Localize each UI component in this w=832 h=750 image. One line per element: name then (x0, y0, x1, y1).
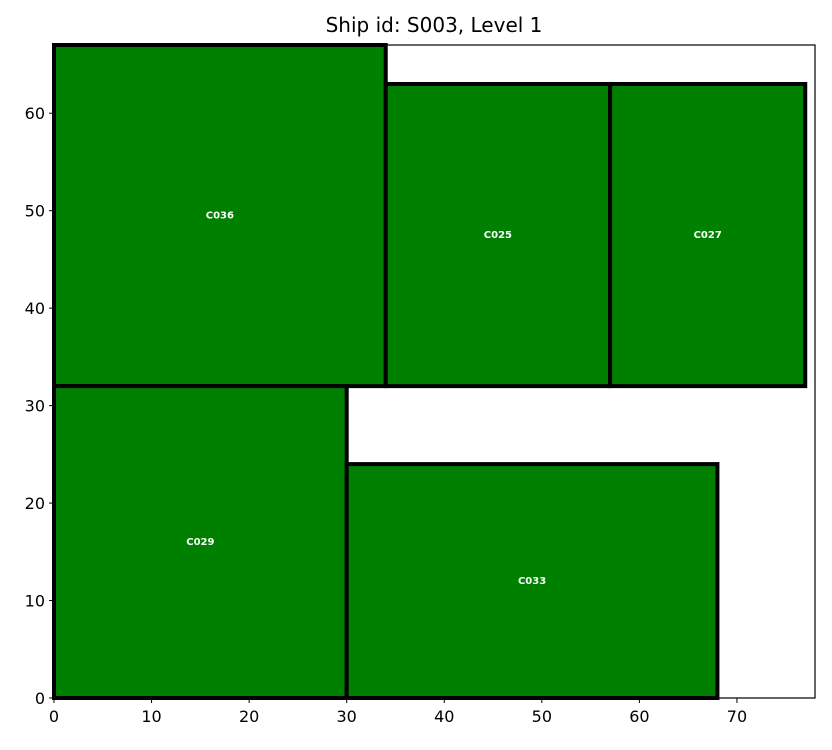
x-tick-label: 60 (629, 707, 649, 726)
container-label: C033 (518, 576, 546, 587)
y-tick-label: 40 (25, 299, 45, 318)
container-layer: C036 C025 C027 C029 C033 (52, 43, 808, 700)
x-tick-label: 50 (532, 707, 552, 726)
y-tick-label: 0 (35, 689, 45, 708)
y-tick-label: 50 (25, 202, 45, 221)
container-box (52, 384, 349, 700)
x-tick-label: 30 (337, 707, 357, 726)
x-tick-label: 40 (434, 707, 454, 726)
container-label: C025 (484, 230, 512, 241)
container-box (52, 43, 388, 389)
x-tick-label: 20 (239, 707, 259, 726)
x-tick-label: 0 (49, 707, 59, 726)
chart-title: Ship id: S003, Level 1 (326, 13, 543, 37)
container-c025: C025 (383, 81, 613, 389)
container-c029: C029 (52, 384, 349, 700)
x-tick-label: 10 (141, 707, 161, 726)
container-c033: C033 (344, 462, 720, 700)
y-axis: 0 10 20 30 40 50 60 (25, 104, 54, 708)
container-c036: C036 (52, 43, 388, 389)
y-tick-label: 30 (25, 397, 45, 416)
container-box (383, 81, 613, 389)
plot-area-frame (53, 44, 816, 699)
container-label: C036 (206, 211, 234, 222)
container-label: C027 (694, 230, 722, 241)
x-axis: 0 10 20 30 40 50 60 70 (49, 698, 747, 726)
container-box (608, 81, 808, 389)
container-label: C029 (186, 537, 214, 548)
y-tick-label: 60 (25, 104, 45, 123)
y-tick-label: 10 (25, 592, 45, 611)
container-c027: C027 (608, 81, 808, 389)
x-tick-label: 70 (727, 707, 747, 726)
y-tick-label: 20 (25, 494, 45, 513)
